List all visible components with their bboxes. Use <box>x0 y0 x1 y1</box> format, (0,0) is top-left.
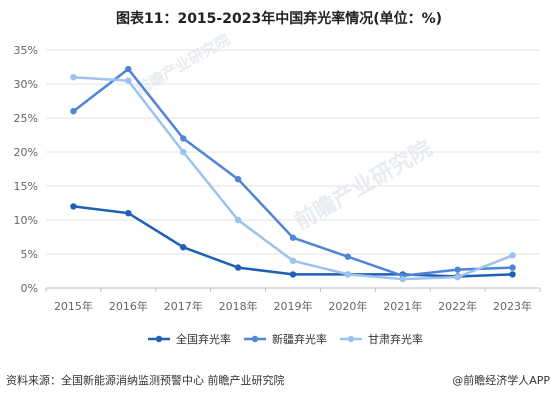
data-point <box>180 135 187 142</box>
series-line-2 <box>72 67 513 278</box>
data-point <box>125 77 132 84</box>
source-note: 资料来源：全国新能源消纳监测预警中心 前瞻产业研究院 <box>6 374 285 387</box>
brand-credit: @前瞻经济学人APP <box>452 374 550 387</box>
y-tick-label: 20% <box>14 146 38 159</box>
x-tick-label: 2018年 <box>219 299 258 313</box>
data-point <box>234 176 242 183</box>
axis-layer: 0% 5% 10% 15% 20% 25% 30% 35% 2015年 2016年 2017年 201… <box>14 44 541 313</box>
data-point <box>180 244 187 251</box>
data-point <box>454 266 461 273</box>
data-point <box>70 203 77 210</box>
data-point <box>125 65 132 73</box>
data-point <box>289 271 297 278</box>
data-point <box>180 148 187 156</box>
data-point <box>509 264 516 271</box>
data-point <box>509 252 516 259</box>
y-tick-label: 25% <box>14 112 38 125</box>
data-point <box>509 271 516 278</box>
series-layer <box>70 65 516 283</box>
x-tick-label: 2021年 <box>383 299 422 313</box>
data-point <box>454 273 461 281</box>
data-point <box>234 216 242 224</box>
watermark-text: 前瞻产业研究院 <box>133 30 233 98</box>
legend: 全国弃光率 新疆弃光率 甘肃弃光率 <box>148 332 423 346</box>
legend-marker <box>155 335 163 343</box>
data-point <box>344 253 352 260</box>
legend-label: 新疆弃光率 <box>272 332 327 346</box>
y-tick-label: 5% <box>21 248 38 261</box>
legend-label: 甘肃弃光率 <box>368 332 423 346</box>
legend-marker <box>251 335 259 343</box>
legend-label: 全国弃光率 <box>176 332 231 346</box>
x-tick-label: 2020年 <box>328 299 367 313</box>
legend-marker <box>347 335 355 343</box>
x-tick-label: 2015年 <box>54 299 93 313</box>
grid-layer <box>46 49 540 255</box>
x-tick-label: 2019年 <box>274 299 313 313</box>
data-point <box>399 275 406 283</box>
data-point <box>344 271 352 278</box>
y-tick-label: 35% <box>14 44 38 57</box>
data-point <box>70 108 77 115</box>
x-tick-label: 2016年 <box>109 299 148 313</box>
y-tick-label: 30% <box>14 78 38 91</box>
y-tick-label: 10% <box>14 214 38 227</box>
y-tick-label: 0% <box>21 282 38 295</box>
series-line-3 <box>73 75 514 281</box>
data-point <box>125 210 132 217</box>
data-point <box>70 74 77 81</box>
chart-title: 图表11：2015-2023年中国弃光率情况(单位：%) <box>115 11 443 27</box>
x-tick-label: 2023年 <box>493 299 532 313</box>
x-tick-label: 2022年 <box>438 299 477 313</box>
data-point <box>289 234 297 241</box>
data-point <box>289 257 297 264</box>
y-tick-label: 15% <box>14 180 38 193</box>
x-tick-label: 2017年 <box>164 299 203 313</box>
data-point <box>234 264 242 271</box>
